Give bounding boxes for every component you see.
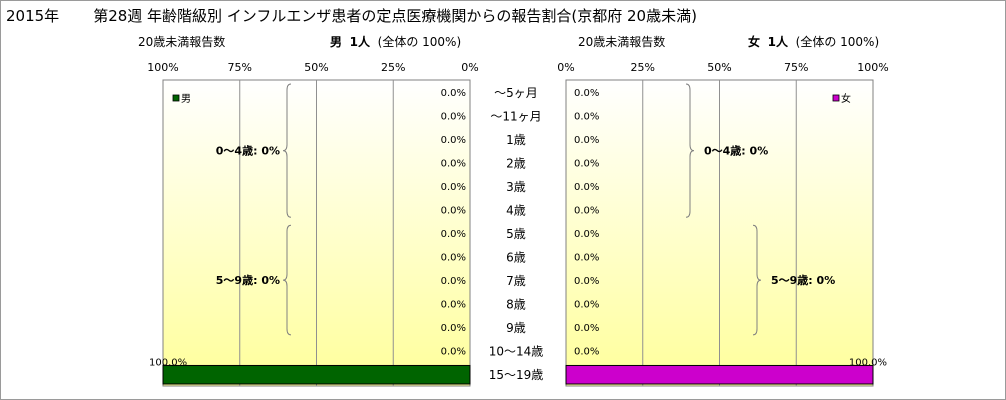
right-value-label: 0.0% <box>574 347 599 358</box>
left-value-label: 0.0% <box>441 347 466 358</box>
category-label: 6歳 <box>506 251 526 265</box>
right-bar <box>565 364 874 385</box>
left-value-label: 100.0% <box>149 357 187 368</box>
left-header-sex: 男 <box>330 35 343 49</box>
left-value-label: 0.0% <box>441 205 466 216</box>
right-x-tick-label: 100% <box>857 61 888 74</box>
left-x-tick-label: 75% <box>228 61 252 74</box>
category-label: 15～19歳 <box>489 368 544 382</box>
right-value-label: 0.0% <box>574 205 599 216</box>
right-header-sex: 女 <box>748 35 761 49</box>
left-value-label: 0.0% <box>441 300 466 311</box>
right-x-tick-label: 75% <box>784 61 808 74</box>
category-label: 10～14歳 <box>489 345 544 359</box>
left-header-count: 1人 <box>349 35 371 49</box>
left-x-tick-label: 100% <box>147 61 178 74</box>
category-label: ～5ヶ月 <box>494 86 538 100</box>
category-label: ～11ヶ月 <box>490 109 541 123</box>
right-header-note: (全体の 100%) <box>795 35 880 49</box>
right-header: 女 1人 (全体の 100%) <box>748 33 879 50</box>
right-x-tick-label: 25% <box>631 61 655 74</box>
right-value-label: 0.0% <box>574 253 599 264</box>
category-label: 2歳 <box>506 156 526 170</box>
right-legend-swatch <box>832 94 840 102</box>
right-value-label: 0.0% <box>574 111 599 122</box>
title-year: 2015年 <box>6 7 60 25</box>
left-value-label: 0.0% <box>441 158 466 169</box>
right-value-label: 0.0% <box>574 300 599 311</box>
right-x-tick-label: 0% <box>557 61 574 74</box>
left-bar <box>162 364 471 385</box>
category-label: 5歳 <box>506 227 526 241</box>
left-value-label: 0.0% <box>441 182 466 193</box>
left-value-label: 0.0% <box>441 135 466 146</box>
category-label: 8歳 <box>506 298 526 312</box>
right-legend-label: 女 <box>841 92 851 105</box>
left-value-label: 0.0% <box>441 88 466 99</box>
right-group-brace <box>752 224 762 336</box>
left-value-label: 0.0% <box>441 111 466 122</box>
left-x-tick-label: 25% <box>381 61 405 74</box>
category-label: 1歳 <box>506 133 526 147</box>
category-label: 9歳 <box>506 321 526 335</box>
left-x-tick-label: 50% <box>304 61 328 74</box>
right-value-label: 0.0% <box>574 276 599 287</box>
right-subtitle: 20歳未満報告数 <box>578 35 666 49</box>
left-header-note: (全体の 100%) <box>377 35 462 49</box>
right-group-label: 5～9歳: 0% <box>771 273 835 287</box>
right-value-label: 0.0% <box>574 229 599 240</box>
right-value-label: 0.0% <box>574 323 599 334</box>
right-x-tick-label: 50% <box>707 61 731 74</box>
category-label: 3歳 <box>506 180 526 194</box>
left-group-brace <box>282 83 292 218</box>
right-group-label: 0～4歳: 0% <box>704 144 768 158</box>
chart-title: 2015年 第28週 年齢階級別 インフルエンザ患者の定点医療機関からの報告割合(… <box>6 5 697 26</box>
left-legend-label: 男 <box>181 93 191 105</box>
right-value-label: 0.0% <box>574 135 599 146</box>
left-legend-swatch <box>172 94 180 102</box>
left-group-label: 0～4歳: 0% <box>216 144 280 158</box>
left-x-tick-label: 0% <box>461 61 478 74</box>
right-value-label: 0.0% <box>574 88 599 99</box>
left-value-label: 0.0% <box>441 229 466 240</box>
left-value-label: 0.0% <box>441 323 466 334</box>
left-subtitle: 20歳未満報告数 <box>138 35 226 49</box>
category-label: 4歳 <box>506 203 526 217</box>
left-group-label: 5～9歳: 0% <box>216 273 280 287</box>
left-group-brace <box>282 224 292 336</box>
left-header: 男 1人 (全体の 100%) <box>330 33 461 50</box>
right-header-count: 1人 <box>767 35 789 49</box>
left-value-label: 0.0% <box>441 253 466 264</box>
title-main: 第28週 年齢階級別 インフルエンザ患者の定点医療機関からの報告割合(京都府 2… <box>93 7 697 25</box>
category-label: 7歳 <box>506 274 526 288</box>
left-value-label: 0.0% <box>441 276 466 287</box>
right-value-label: 0.0% <box>574 158 599 169</box>
right-value-label: 0.0% <box>574 182 599 193</box>
right-value-label: 100.0% <box>849 357 887 368</box>
right-group-brace <box>685 83 695 218</box>
